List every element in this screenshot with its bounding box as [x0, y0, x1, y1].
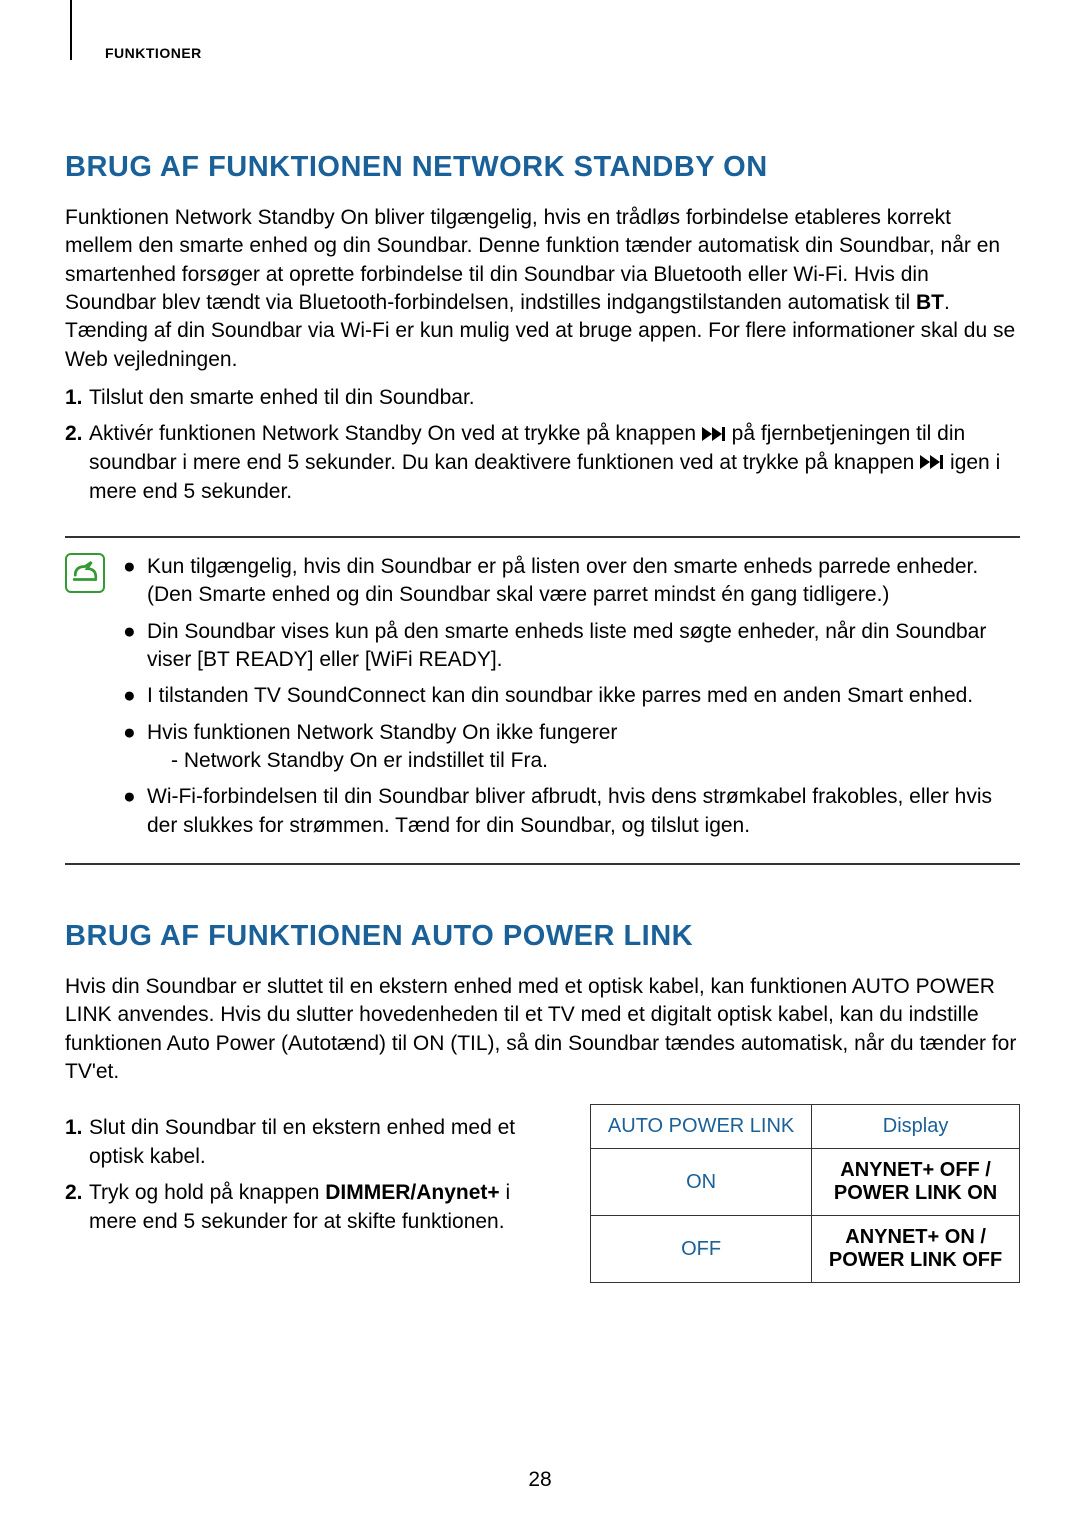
table-off-left: OFF: [591, 1216, 812, 1283]
section1-intro: Funktionen Network Standby On bliver til…: [65, 204, 1020, 374]
s2-list-number-2: 2.: [65, 1179, 89, 1236]
s2-step1-text: Slut din Soundbar til en ekstern enhed m…: [89, 1114, 560, 1171]
note-bullets: ● Kun tilgængelig, hvis din Soundbar er …: [123, 553, 1020, 848]
skip-forward-icon: [702, 421, 726, 449]
note4-wrapper: Hvis funktionen Network Standby On ikke …: [147, 719, 1020, 776]
intro-pre: Funktionen Network Standby On bliver til…: [65, 206, 1000, 314]
row2-line2: POWER LINK OFF: [829, 1249, 1002, 1271]
two-column-layout: 1. Slut din Soundbar til en ekstern enhe…: [65, 1104, 1020, 1283]
note-icon: [65, 553, 105, 593]
row1-line1: ANYNET+ OFF /: [840, 1159, 991, 1181]
s2-step2-bold: DIMMER/Anynet+: [325, 1181, 499, 1204]
bullet-1: ●: [123, 553, 147, 610]
note-item-5: ● Wi-Fi-forbindelsen til din Soundbar bl…: [123, 783, 1020, 840]
table-off-right: ANYNET+ ON / POWER LINK OFF: [812, 1216, 1020, 1283]
table-row-on: ON ANYNET+ OFF / POWER LINK ON: [591, 1149, 1020, 1216]
section2: BRUG AF FUNKTIONEN AUTO POWER LINK Hvis …: [65, 920, 1020, 1283]
note-item-3: ● I tilstanden TV SoundConnect kan din s…: [123, 682, 1020, 710]
left-column: 1. Slut din Soundbar til en ekstern enhe…: [65, 1104, 560, 1283]
page-number: 28: [528, 1468, 551, 1492]
table-header-left: AUTO POWER LINK: [591, 1105, 812, 1149]
bullet-2: ●: [123, 618, 147, 675]
bullet-4: ●: [123, 719, 147, 776]
list-number-1: 1.: [65, 384, 89, 412]
note3-text: I tilstanden TV SoundConnect kan din sou…: [147, 682, 1020, 710]
s2-list-number-1: 1.: [65, 1114, 89, 1171]
note5-text: Wi-Fi-forbindelsen til din Soundbar bliv…: [147, 783, 1020, 840]
s2-step2-text: Tryk og hold på knappen DIMMER/Anynet+ i…: [89, 1179, 560, 1236]
note4-sub: - Network Standby On er indstillet til F…: [147, 747, 1020, 775]
s2-step1: 1. Slut din Soundbar til en ekstern enhe…: [65, 1114, 560, 1171]
section2-heading: BRUG AF FUNKTIONEN AUTO POWER LINK: [65, 920, 1020, 953]
section2-intro: Hvis din Soundbar er sluttet til en ekst…: [65, 973, 1020, 1086]
table-on-right: ANYNET+ OFF / POWER LINK ON: [812, 1149, 1020, 1216]
note2-text: Din Soundbar vises kun på den smarte enh…: [147, 618, 1020, 675]
section1-steps: 1. Tilslut den smarte enhed til din Soun…: [65, 384, 1020, 506]
step1: 1. Tilslut den smarte enhed til din Soun…: [65, 384, 1020, 412]
section1-heading: BRUG AF FUNKTIONEN NETWORK STANDBY ON: [65, 151, 1020, 184]
step1-text: Tilslut den smarte enhed til din Soundba…: [89, 384, 1020, 412]
step2-text: Aktivér funktionen Network Standby On ve…: [89, 420, 1020, 506]
skip-forward-icon-2: [920, 449, 944, 477]
table-header-right: Display: [812, 1105, 1020, 1149]
step2: 2. Aktivér funktionen Network Standby On…: [65, 420, 1020, 506]
step2-pre: Aktivér funktionen Network Standby On ve…: [89, 422, 702, 445]
note1-text: Kun tilgængelig, hvis din Soundbar er på…: [147, 553, 1020, 610]
s2-step2-pre: Tryk og hold på knappen: [89, 1181, 325, 1204]
note-item-2: ● Din Soundbar vises kun på den smarte e…: [123, 618, 1020, 675]
note-item-4: ● Hvis funktionen Network Standby On ikk…: [123, 719, 1020, 776]
auto-power-link-table: AUTO POWER LINK Display ON ANYNET+ OFF /…: [590, 1104, 1020, 1283]
section2-steps: 1. Slut din Soundbar til en ekstern enhe…: [65, 1114, 560, 1235]
row2-line1: ANYNET+ ON /: [845, 1226, 986, 1248]
list-number-2: 2.: [65, 420, 89, 506]
bullet-5: ●: [123, 783, 147, 840]
intro-bold: BT: [916, 291, 944, 314]
s2-step2: 2. Tryk og hold på knappen DIMMER/Anynet…: [65, 1179, 560, 1236]
table-header-row: AUTO POWER LINK Display: [591, 1105, 1020, 1149]
page-container: FUNKTIONER BRUG AF FUNKTIONEN NETWORK ST…: [0, 0, 1080, 1323]
section-header-label: FUNKTIONER: [105, 45, 1020, 61]
note4-text: Hvis funktionen Network Standby On ikke …: [147, 721, 617, 744]
right-column: AUTO POWER LINK Display ON ANYNET+ OFF /…: [590, 1104, 1020, 1283]
bullet-3: ●: [123, 682, 147, 710]
note-item-1: ● Kun tilgængelig, hvis din Soundbar er …: [123, 553, 1020, 610]
note-box: ● Kun tilgængelig, hvis din Soundbar er …: [65, 536, 1020, 865]
page-top-marker: [70, 0, 72, 60]
row1-line2: POWER LINK ON: [834, 1182, 997, 1204]
table-row-off: OFF ANYNET+ ON / POWER LINK OFF: [591, 1216, 1020, 1283]
table-on-left: ON: [591, 1149, 812, 1216]
